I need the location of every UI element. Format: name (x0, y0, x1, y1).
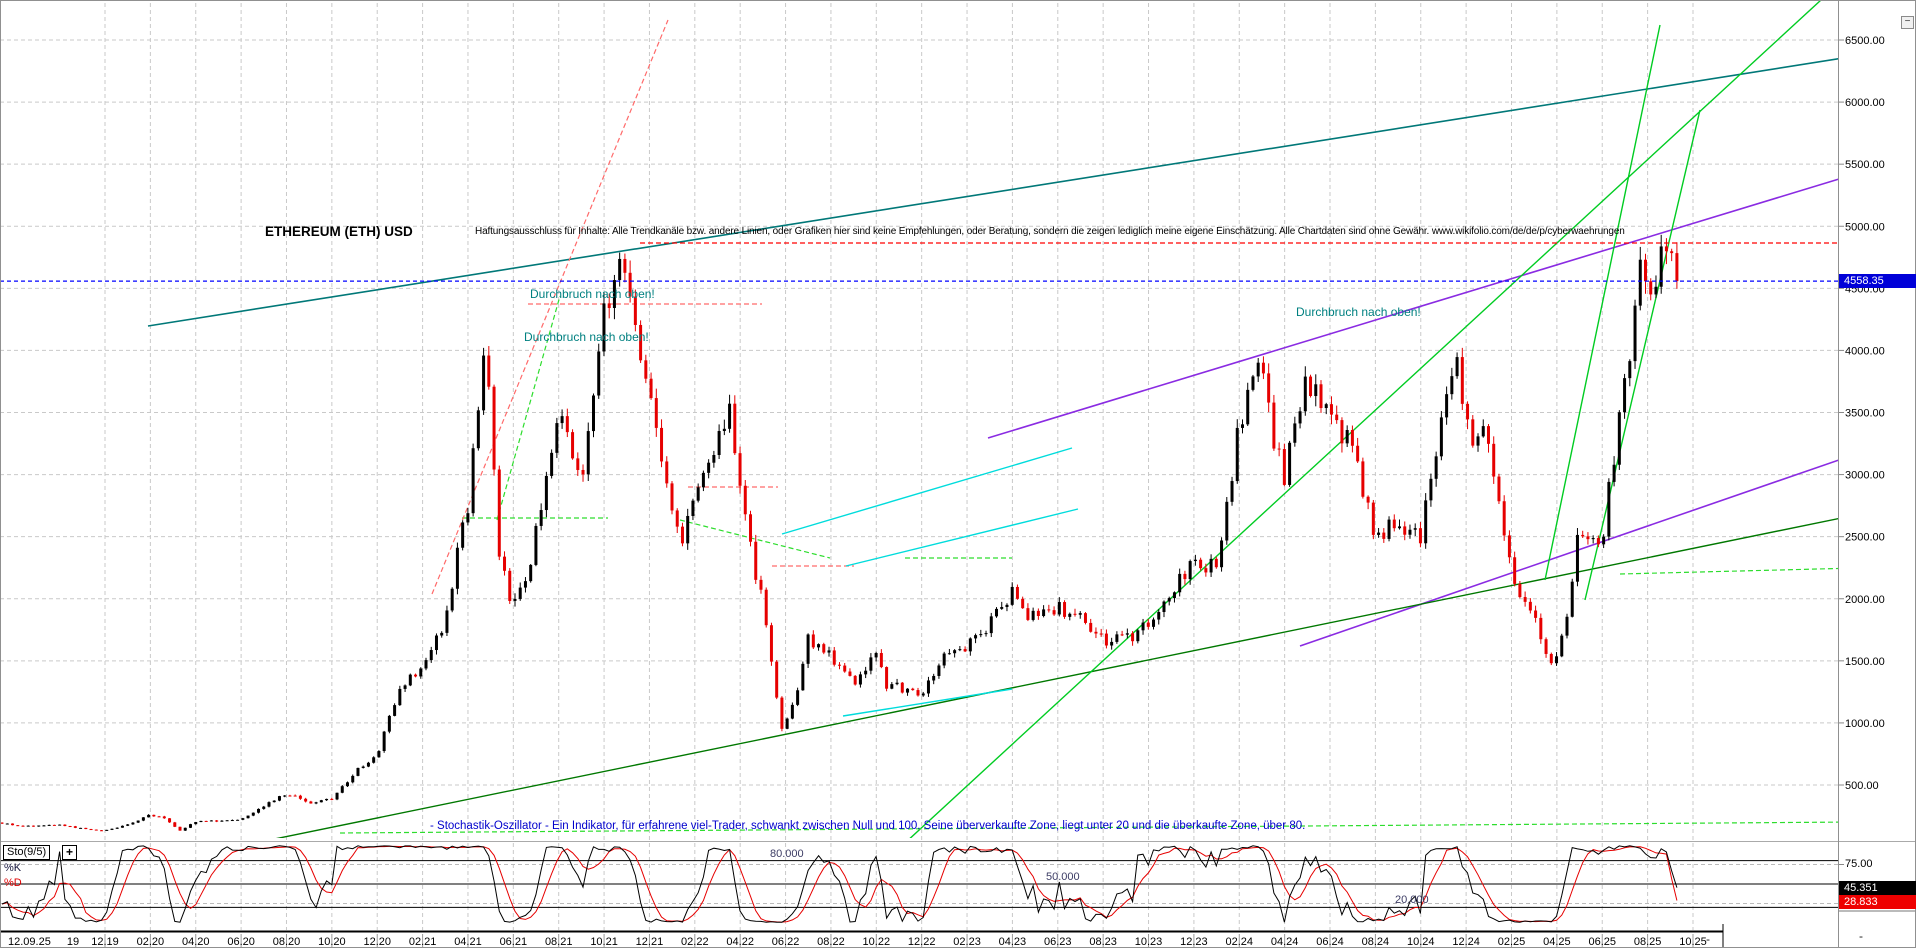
date-axis-label: 08.22 (817, 936, 845, 948)
date-axis-label: 10.22 (863, 936, 891, 948)
date-axis-label: 08.23 (1089, 936, 1117, 948)
date-axis-label: 08.21 (545, 936, 573, 948)
indicator-name-button[interactable]: Sto(9/5) (3, 845, 51, 860)
date-axis-label: 12.20 (363, 936, 391, 948)
date-axis-label: 08.25 (1634, 936, 1662, 948)
date-axis-label: 02.22 (681, 936, 709, 948)
date-axis-label: 12.21 (636, 936, 664, 948)
price-axis-label: 500.00 (1845, 780, 1879, 792)
year-start-label: 19 (67, 936, 79, 948)
k-line (1, 845, 1678, 923)
oscillator-level-label: 20.000 (1395, 894, 1429, 907)
date-axis-label: 12.24 (1452, 936, 1480, 948)
breakout-annotation: Durchbruch nach oben! (524, 330, 649, 344)
date-axis-label: 06.22 (772, 936, 800, 948)
date-axis-label: 06.21 (500, 936, 528, 948)
date-axis-label: 10.23 (1135, 936, 1163, 948)
date-axis-label: 08.24 (1362, 936, 1390, 948)
oscillator-level-label: 50.000 (1046, 871, 1080, 883)
gridlines (0, 3, 1844, 930)
axis-labels: 6500.006000.005500.005000.004500.004000.… (0, 35, 1885, 948)
date-axis-label: 06.25 (1588, 936, 1616, 948)
axis-end-dash-button[interactable]: - (1706, 932, 1710, 946)
oscillator-description: - Stochastik-Oszillator - Ein Indikator,… (430, 820, 1306, 832)
date-axis-label: 04.24 (1271, 936, 1299, 948)
date-axis-label: 10.25 (1679, 936, 1707, 948)
price-axis-label: 5500.00 (1845, 159, 1885, 171)
date-axis-label: 02.25 (1498, 936, 1526, 948)
price-axis-label: 5000.00 (1845, 221, 1885, 233)
date-axis-label: 04.20 (182, 936, 210, 948)
corner-dash-button[interactable]: - (1859, 929, 1863, 943)
k-series-label: %K (4, 862, 22, 874)
latest-date-label: 12.09.25 (8, 936, 51, 948)
date-axis-label: 06.23 (1044, 936, 1072, 948)
price-axis-label: 1500.00 (1845, 656, 1885, 668)
k-value-badge: 45.351 (1839, 880, 1916, 895)
oscillator-levels (0, 841, 1916, 912)
date-axis-label: 04.22 (726, 936, 754, 948)
price-axis-label: 3500.00 (1845, 408, 1885, 420)
date-axis-label: 06.20 (227, 936, 255, 948)
date-axis-label: 04.25 (1543, 936, 1571, 948)
date-axis-label: 08.20 (273, 936, 301, 948)
trend-lines (147, 1, 1838, 838)
date-axis-label: 12.23 (1180, 936, 1208, 948)
price-axis-label: 2500.00 (1845, 532, 1885, 544)
add-indicator-icon[interactable]: + (62, 845, 77, 860)
candlesticks (1, 234, 1679, 832)
date-axis-label: 04.23 (999, 936, 1027, 948)
d-series-label: %D (4, 877, 22, 889)
date-axis-label: 02.23 (953, 936, 981, 948)
date-axis-label: 02.20 (137, 936, 165, 948)
price-axis-label: 1000.00 (1845, 718, 1885, 730)
date-axis-label: 12.22 (908, 936, 936, 948)
chart-title: ETHEREUM (ETH) USD (265, 224, 413, 239)
collapse-panel-icon[interactable]: − (1901, 16, 1914, 29)
date-axis-label: 02.24 (1226, 936, 1254, 948)
oscillator-level-label: 80.000 (770, 847, 804, 860)
price-axis-label: 2000.00 (1845, 594, 1885, 606)
oscillator-axis-label: 75.00 (1845, 858, 1873, 870)
oscillator-series (1, 845, 1678, 923)
disclaimer-text: Haftungsausschluss für Inhalte: Alle Tre… (475, 226, 1625, 237)
breakout-annotation: Durchbruch nach oben! (1296, 305, 1421, 319)
date-axis-label: 06.24 (1316, 936, 1344, 948)
price-axis-label: 3000.00 (1845, 470, 1885, 482)
d-value-badge: 28.833 (1839, 894, 1916, 909)
date-axis-label: 12.19 (91, 936, 119, 948)
date-axis-label: 02.21 (409, 936, 437, 948)
date-axis-label: 10.24 (1407, 936, 1435, 948)
price-axis-label: 6000.00 (1845, 97, 1885, 109)
price-axis-label: 6500.00 (1845, 35, 1885, 47)
date-axis-label: 10.21 (590, 936, 618, 948)
date-axis-label: 04.21 (454, 936, 482, 948)
breakout-annotation: Durchbruch nach oben! (530, 287, 655, 301)
date-axis-label: 10.20 (318, 936, 346, 948)
current-price-badge: 4558.35 (1839, 274, 1916, 289)
price-axis-label: 4000.00 (1845, 345, 1885, 357)
d-line (1, 845, 1678, 923)
